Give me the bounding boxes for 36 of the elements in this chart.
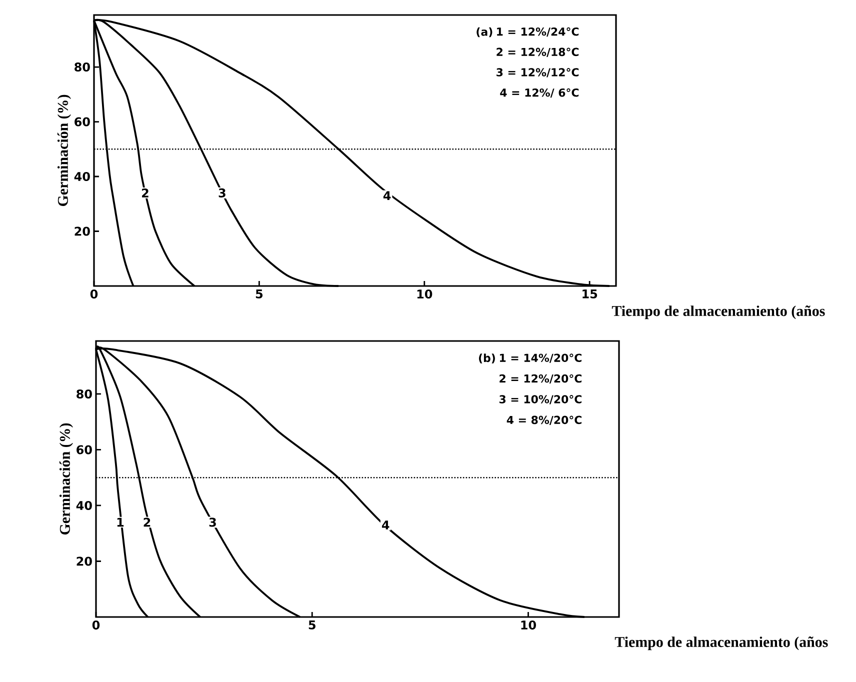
y-axis-title: Germinación (%) <box>57 94 72 206</box>
y-tick-label: 20 <box>76 556 92 566</box>
x-tick-label: 0 <box>92 620 100 630</box>
text: (a) <box>476 27 492 38</box>
annotation: 4 = 8%/20°C <box>506 416 582 425</box>
x-tick-label: 10 <box>521 620 536 630</box>
annotation: 2 = 12%/20°C <box>500 374 582 384</box>
x-tick-label: 5 <box>308 620 316 630</box>
annotation: 1 <box>117 518 124 527</box>
annotation: 4 <box>382 520 390 530</box>
x-tick-label: 5 <box>256 290 263 298</box>
annotation: 3 <box>218 188 226 198</box>
text: (b) <box>478 354 495 364</box>
annotation: 2 <box>144 518 150 527</box>
annotation: 2 <box>142 188 148 198</box>
y-axis-title: Germinación (%) <box>59 423 74 535</box>
y-tick-label: 80 <box>76 389 92 398</box>
y-tick-label: 40 <box>74 172 90 182</box>
y-tick-label: 20 <box>74 226 90 236</box>
annotation: 1 = 12%/24°C <box>497 27 579 37</box>
y-tick-label: 60 <box>74 117 90 126</box>
annotation: 2 = 12%/18°C <box>496 48 579 57</box>
x-tick-label: 10 <box>417 290 432 299</box>
y-tick-label: 40 <box>76 500 92 510</box>
annotation: 3 = 12%/12°C <box>496 68 579 78</box>
x-axis-title: Tiempo de almacenamiento (años <box>614 636 828 650</box>
y-tick-label: 60 <box>76 445 92 454</box>
annotation: 1 = 14%/20°C <box>500 354 582 363</box>
annotation: 4 = 12%/ 6°C <box>500 88 579 98</box>
annotation: 4 <box>383 191 391 200</box>
x-axis-title: Tiempo de almacenamiento (años <box>612 306 825 320</box>
y-tick-label: 80 <box>74 62 90 72</box>
annotation: 3 <box>209 518 216 527</box>
x-tick-label: 15 <box>582 290 598 298</box>
annotation: 3 = 10%/20°C <box>499 395 582 404</box>
x-tick-label: 0 <box>90 290 98 299</box>
